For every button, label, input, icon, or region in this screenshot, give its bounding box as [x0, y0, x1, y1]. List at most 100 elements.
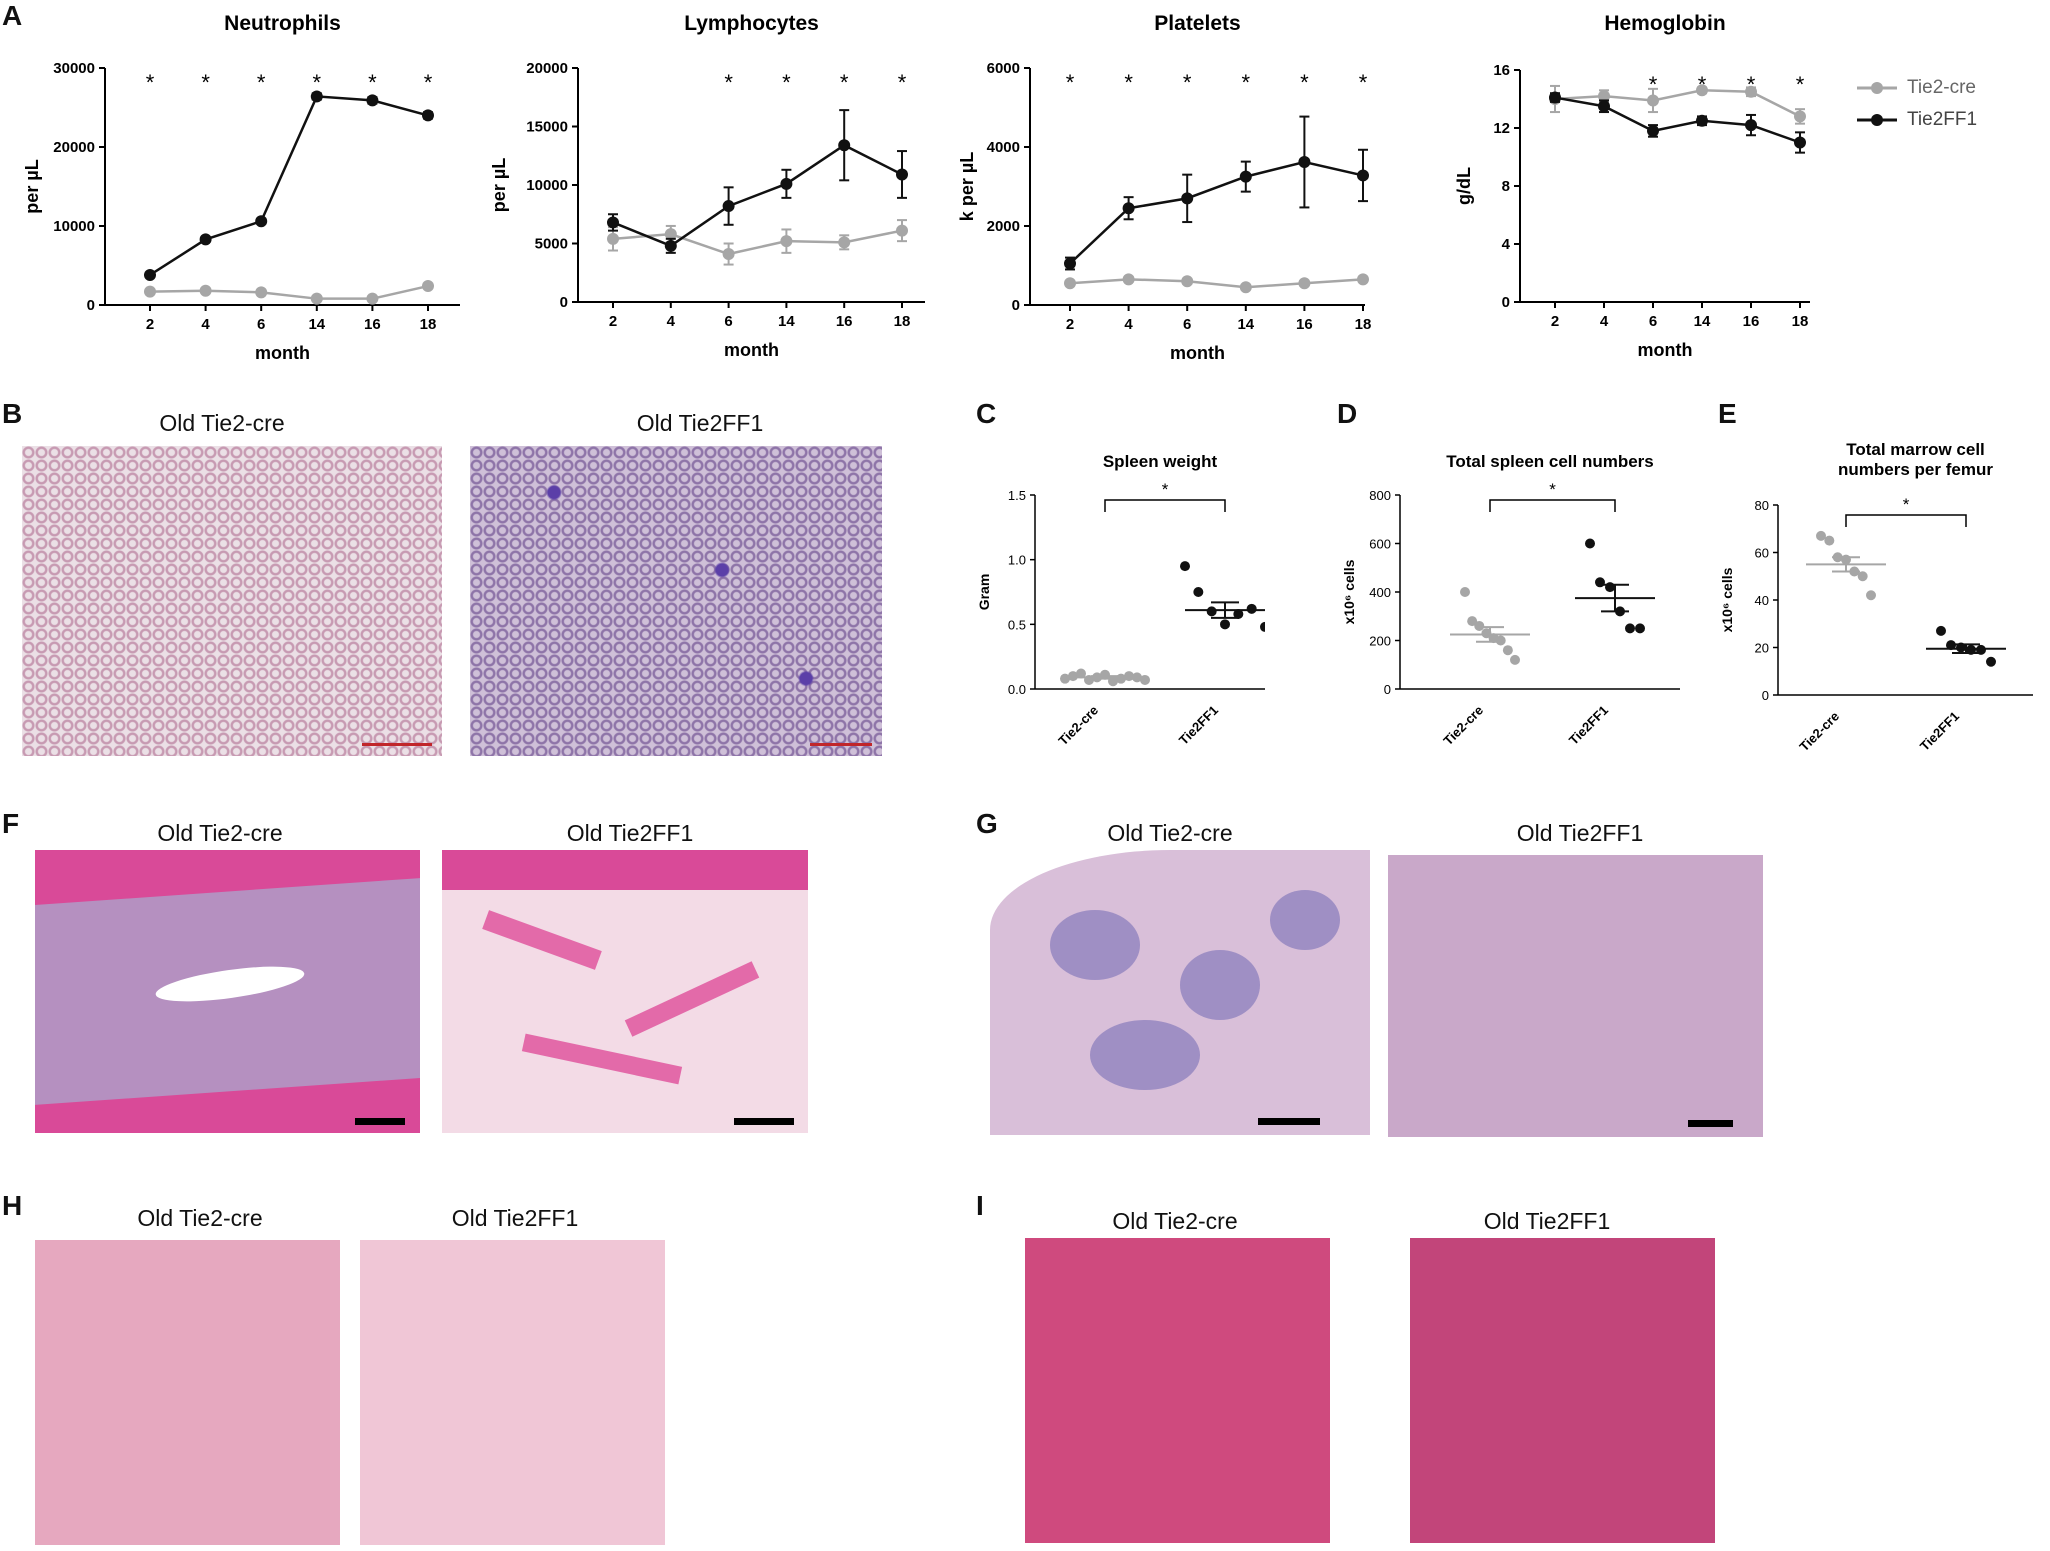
x-tick-label: 16: [1296, 316, 1313, 333]
data-point: [1696, 84, 1708, 97]
x-tick-label: Tie2-cre: [1440, 703, 1486, 749]
significance-marker: *: [201, 70, 210, 95]
data-point: [1357, 273, 1369, 286]
data-point: [896, 168, 908, 181]
y-axis-label: k per µL: [957, 152, 977, 221]
data-point: [1647, 94, 1659, 107]
x-tick-label: 14: [1237, 316, 1254, 333]
y-tick-label: 10000: [53, 218, 95, 235]
x-tick-label: 14: [778, 313, 795, 330]
x-tick-label: 6: [1183, 316, 1191, 333]
data-point: [1076, 668, 1086, 679]
series-line: [1554, 89, 1801, 118]
significance-marker: *: [1300, 70, 1309, 95]
panel-letter-i: I: [976, 1190, 984, 1221]
y-tick-label: 0: [1012, 297, 1020, 314]
series-line: [149, 284, 429, 300]
data-point: [144, 268, 156, 281]
scale-bar: [734, 1118, 794, 1125]
data-point: [1246, 603, 1257, 614]
y-tick-label: 40: [1755, 593, 1769, 608]
data-point: [896, 224, 908, 237]
data-point: [1635, 623, 1645, 634]
bone-marrow-tie2ff1-image: [442, 850, 808, 1133]
data-point: [1598, 90, 1610, 103]
data-point: [1549, 91, 1561, 104]
micrograph-title: Old Tie2FF1: [1516, 820, 1644, 846]
significance-marker: *: [1649, 72, 1658, 97]
data-point: [1124, 671, 1134, 682]
x-tick-label: 16: [1743, 313, 1760, 330]
significance-marker: *: [1796, 72, 1805, 97]
data-point: [1605, 582, 1615, 593]
significance-marker: *: [313, 70, 322, 95]
y-tick-label: 5000: [535, 236, 568, 253]
data-point: [1064, 257, 1076, 270]
legend-marker-tie2cre: [1857, 82, 1897, 94]
significance-marker: *: [1183, 70, 1192, 95]
lymphocytes-chart: Lymphocytes 0 5000 10000 15000 20000 2 4 6 * 14 * 16…: [489, 12, 925, 360]
panel-letter-e: E: [1718, 398, 1737, 429]
data-point: [1467, 616, 1478, 627]
significance-bracket: [1845, 514, 1967, 527]
significance-marker: *: [1124, 70, 1133, 95]
data-point: [1122, 202, 1135, 215]
data-point: [1298, 156, 1311, 169]
x-tick-label: 6: [1649, 313, 1657, 330]
data-point: [422, 109, 434, 122]
y-tick-label: 400: [1369, 585, 1391, 600]
significance-marker: *: [898, 70, 907, 95]
panel-letter-d: D: [1337, 398, 1358, 429]
data-point: [1460, 587, 1470, 597]
significance-marker: *: [424, 70, 433, 95]
y-tick-label: 12: [1493, 120, 1510, 137]
data-point: [664, 228, 677, 241]
x-tick-label: Tie2-cre: [1796, 709, 1842, 755]
y-tick-label: 0.0: [1008, 682, 1026, 697]
chart-title: Platelets: [1154, 12, 1240, 35]
data-point: [722, 200, 735, 213]
data-point: [1794, 110, 1806, 123]
y-tick-label: 0: [560, 294, 568, 311]
data-point: [1220, 619, 1230, 630]
micrograph-title: Old Tie2-cre: [137, 1205, 263, 1231]
data-point: [1816, 530, 1826, 541]
x-tick-label: 2: [609, 313, 617, 330]
series-line: [1069, 160, 1364, 265]
data-point: [1064, 277, 1076, 290]
blood-smear-tie2cre-image: [22, 446, 442, 756]
data-point: [1857, 571, 1868, 582]
significance-marker: *: [368, 70, 377, 95]
y-axis-label: x10⁶ cells: [1719, 567, 1735, 632]
significance-marker: *: [1242, 70, 1251, 95]
micrograph-title: Old Tie2-cre: [1107, 820, 1233, 846]
x-axis-label: month: [724, 340, 779, 360]
x-tick-label: 14: [308, 316, 325, 333]
x-tick-label: 4: [201, 316, 210, 333]
y-tick-label: 600: [1369, 537, 1391, 552]
data-point: [1495, 635, 1506, 646]
y-tick-label: 800: [1369, 488, 1391, 503]
data-point: [838, 236, 851, 249]
x-tick-label: Tie2-cre: [1055, 703, 1101, 749]
data-point: [255, 215, 268, 228]
data-point: [1233, 608, 1244, 619]
legend-item-tie2cre: Tie2-cre: [1855, 72, 2045, 104]
significance-marker: *: [1162, 480, 1169, 499]
significance-marker: *: [1549, 480, 1556, 499]
data-point: [664, 239, 677, 252]
series-line: [1554, 96, 1801, 144]
y-axis-label: Gram: [976, 574, 992, 611]
y-tick-label: 1.0: [1008, 553, 1026, 568]
spleen-tie2cre-image: [990, 850, 1370, 1135]
x-tick-label: 4: [1600, 313, 1609, 330]
micrograph-title: Old Tie2-cre: [1112, 1208, 1238, 1234]
y-tick-label: 0: [1384, 682, 1391, 697]
micrograph-title: Old Tie2FF1: [636, 410, 764, 436]
y-tick-label: 30000: [53, 60, 95, 77]
data-point: [607, 232, 619, 245]
x-tick-label: 16: [364, 316, 381, 333]
reticulin-stain-spleen-tie2ff1-image: [1410, 1238, 1715, 1543]
data-point: [1946, 640, 1956, 651]
